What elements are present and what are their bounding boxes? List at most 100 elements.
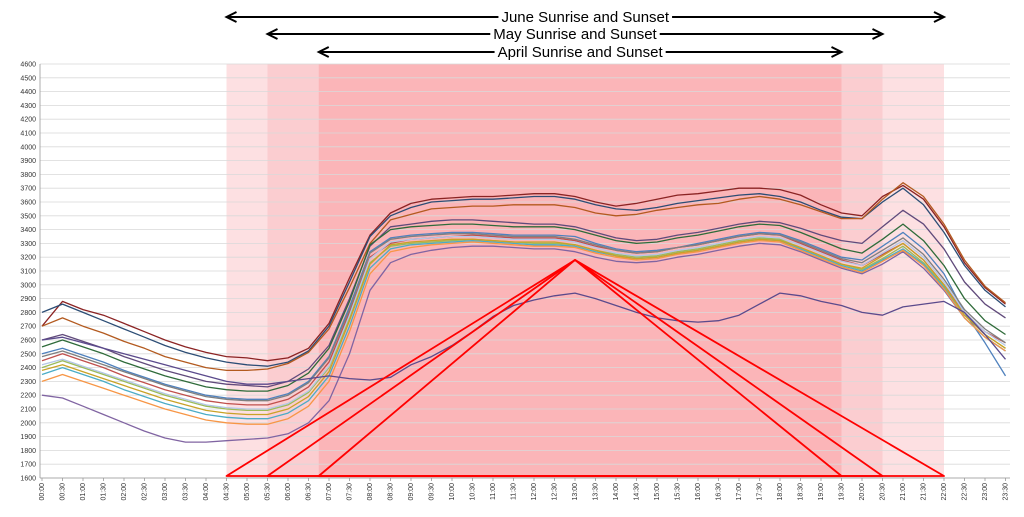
y-tick-label: 4600 — [20, 62, 36, 69]
y-tick-label: 1900 — [20, 434, 36, 441]
y-tick-label: 2500 — [20, 351, 36, 358]
series-line — [41, 239, 1006, 425]
band-label: June Sunrise and Sunset — [501, 9, 669, 26]
y-tick-label: 2000 — [20, 420, 36, 427]
x-tick-label: 19:30 — [839, 483, 846, 501]
y-tick-label: 3000 — [20, 282, 36, 289]
series-line — [41, 238, 1006, 416]
y-tick-label: 4500 — [20, 75, 36, 82]
series-line — [41, 233, 1006, 406]
x-tick-label: 02:30 — [142, 483, 149, 501]
y-tick-label: 4300 — [20, 103, 36, 110]
x-tick-label: 00:00 — [39, 483, 46, 501]
y-tick-label: 3100 — [20, 269, 36, 276]
x-tick-label: 20:30 — [880, 483, 887, 501]
x-tick-label: 13:00 — [572, 483, 579, 501]
x-tick-label: 08:30 — [388, 483, 395, 501]
x-tick-label: 15:30 — [675, 483, 682, 501]
y-tick-label: 3300 — [20, 241, 36, 248]
x-tick-label: 14:00 — [613, 483, 620, 501]
x-tick-label: 23:30 — [1003, 483, 1010, 501]
y-tick-label: 1700 — [20, 462, 36, 469]
series-line — [41, 184, 1006, 362]
series-line — [41, 187, 1006, 367]
y-axis: 1600 1700 1800 1900 2000 2100 2200 2300 2400 2500… — [20, 62, 1010, 483]
arrow-head-left — [265, 28, 278, 40]
x-tick-label: 11:30 — [511, 483, 518, 500]
x-tick-label: 17:30 — [757, 483, 764, 501]
y-tick-label: 2300 — [20, 379, 36, 386]
y-tick-label: 2900 — [20, 296, 36, 303]
series-line — [41, 238, 1006, 420]
x-tick-label: 04:00 — [203, 483, 210, 501]
arrow-head-right — [933, 11, 947, 23]
x-tick-label: 21:30 — [921, 483, 928, 501]
band-label-background — [490, 25, 660, 42]
x-tick-label: 09:00 — [408, 483, 415, 501]
x-tick-label: 19:00 — [818, 483, 825, 501]
x-tick-label: 07:30 — [347, 483, 354, 501]
series-line — [41, 242, 1006, 443]
arrow-head-left — [316, 46, 330, 58]
solar-triangles — [225, 259, 945, 477]
x-tick-label: 00:30 — [60, 483, 67, 501]
y-tick-label: 4200 — [20, 117, 36, 124]
x-tick-label: 18:00 — [777, 483, 784, 501]
daylight-triangle — [317, 259, 843, 477]
x-tick-label: 12:30 — [552, 483, 559, 501]
x-tick-label: 12:00 — [531, 483, 538, 501]
y-tick-label: 2600 — [20, 338, 36, 345]
x-tick-label: 22:30 — [962, 483, 969, 501]
arrow-head-right — [872, 28, 885, 40]
x-tick-label: 17:00 — [736, 483, 743, 501]
x-tick-label: 06:00 — [285, 483, 292, 501]
y-tick-label: 4400 — [20, 89, 36, 96]
x-tick-label: 04:30 — [224, 483, 231, 501]
x-tick-label: 10:00 — [449, 483, 456, 501]
y-tick-label: 4100 — [20, 131, 36, 138]
y-tick-label: 1600 — [20, 476, 36, 483]
band-label: April Sunrise and Sunset — [498, 44, 664, 61]
x-tick-label: 05:00 — [244, 483, 251, 501]
y-tick-label: 2200 — [20, 393, 36, 400]
x-axis: 00:00 00:30 01:00 01:30 02:00 02:30 03:00 03:30… — [39, 478, 1010, 501]
x-tick-label: 07:00 — [326, 483, 333, 501]
y-tick-label: 3500 — [20, 213, 36, 220]
x-tick-label: 03:00 — [162, 483, 169, 501]
x-tick-label: 02:00 — [121, 483, 128, 501]
series-lines — [41, 182, 1007, 443]
x-tick-label: 21:00 — [900, 483, 907, 501]
x-tick-label: 20:00 — [859, 483, 866, 501]
x-tick-label: 14:30 — [634, 483, 641, 501]
x-tick-label: 16:30 — [716, 483, 723, 501]
y-tick-label: 1800 — [20, 448, 36, 455]
x-tick-label: 06:30 — [306, 483, 313, 501]
x-tick-label: 01:30 — [101, 483, 108, 501]
y-tick-label: 2400 — [20, 365, 36, 372]
arrow-head-right — [831, 46, 844, 58]
y-tick-label: 2700 — [20, 324, 36, 331]
x-tick-label: 15:00 — [654, 483, 661, 501]
y-tick-label: 2100 — [20, 407, 36, 414]
x-tick-label: 05:30 — [265, 483, 272, 501]
series-line — [41, 223, 1006, 392]
x-tick-label: 13:30 — [593, 483, 600, 501]
arrow-head-left — [224, 11, 237, 23]
series-line — [41, 209, 1006, 388]
gridlines — [40, 63, 1010, 479]
x-tick-label: 03:30 — [183, 483, 190, 501]
y-tick-label: 3200 — [20, 255, 36, 262]
band-label-background — [498, 8, 673, 25]
x-tick-label: 16:00 — [695, 483, 702, 501]
x-tick-label: 09:30 — [429, 483, 436, 501]
series-line — [41, 182, 1006, 372]
y-tick-label: 2800 — [20, 310, 36, 317]
x-tick-label: 10:30 — [470, 483, 477, 501]
x-tick-label: 08:00 — [367, 483, 374, 501]
y-tick-label: 3600 — [20, 200, 36, 207]
y-tick-label: 4000 — [20, 144, 36, 151]
x-tick-label: 11:00 — [490, 483, 497, 500]
